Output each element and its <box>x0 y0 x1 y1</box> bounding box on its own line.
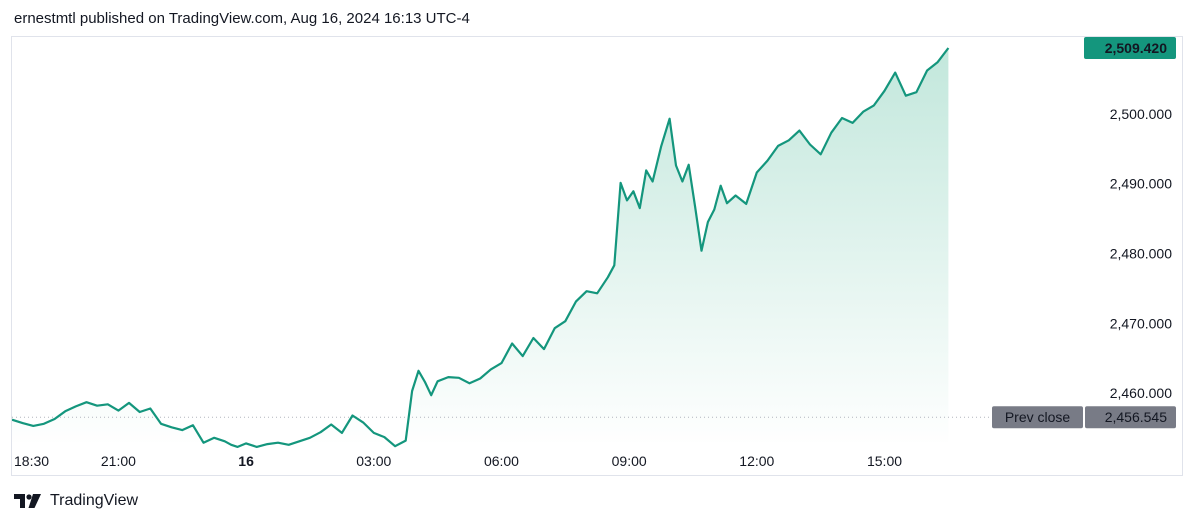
x-tick-label: 16 <box>238 453 254 469</box>
publish-info: ernestmtl published on TradingView.com, … <box>14 10 470 27</box>
price-line <box>12 47 950 448</box>
x-tick-label: 15:00 <box>867 453 902 469</box>
prev-close-text-bg <box>992 406 1083 429</box>
x-tick-label: 03:00 <box>356 453 391 469</box>
last-price-badge: 2,509.420 <box>1084 37 1176 60</box>
y-tick-label: 2,470.000 <box>1110 315 1172 331</box>
x-axis[interactable]: 18:30 21:00 16 03:00 06:00 09:00 12:00 15:00 <box>14 453 902 469</box>
last-price-label: 2,509.420 <box>1105 40 1167 56</box>
x-tick-label: 09:00 <box>612 453 647 469</box>
y-axis[interactable]: 2,460.000 2,470.000 2,480.000 2,490.000 2,50… <box>1110 106 1172 401</box>
x-tick-label: 06:00 <box>484 453 519 469</box>
footer-brand: TradingView <box>14 492 138 510</box>
price-chart[interactable]: 2,460.000 2,470.000 2,480.000 2,490.000 2,50… <box>12 37 1182 475</box>
x-tick-label: 12:00 <box>739 453 774 469</box>
tradingview-logo-icon <box>14 494 41 508</box>
y-tick-label: 2,490.000 <box>1110 176 1172 192</box>
chart-frame[interactable]: 2,460.000 2,470.000 2,480.000 2,490.000 2,50… <box>11 36 1183 476</box>
x-tick-label: 18:30 <box>14 453 49 469</box>
prev-close-text: Prev close <box>1005 409 1071 425</box>
footer-brand-name: TradingView <box>50 492 139 509</box>
x-tick-label: 21:00 <box>101 453 136 469</box>
prev-close-value-bg <box>1085 406 1176 429</box>
y-tick-label: 2,460.000 <box>1110 385 1172 401</box>
area-fill <box>12 48 949 447</box>
prev-close-badge: Prev close 2,456.545 <box>992 406 1176 429</box>
y-tick-label: 2,500.000 <box>1110 106 1172 122</box>
prev-close-value: 2,456.545 <box>1105 409 1167 425</box>
y-tick-label: 2,480.000 <box>1110 245 1172 261</box>
last-price-badge-bg <box>1084 37 1176 60</box>
